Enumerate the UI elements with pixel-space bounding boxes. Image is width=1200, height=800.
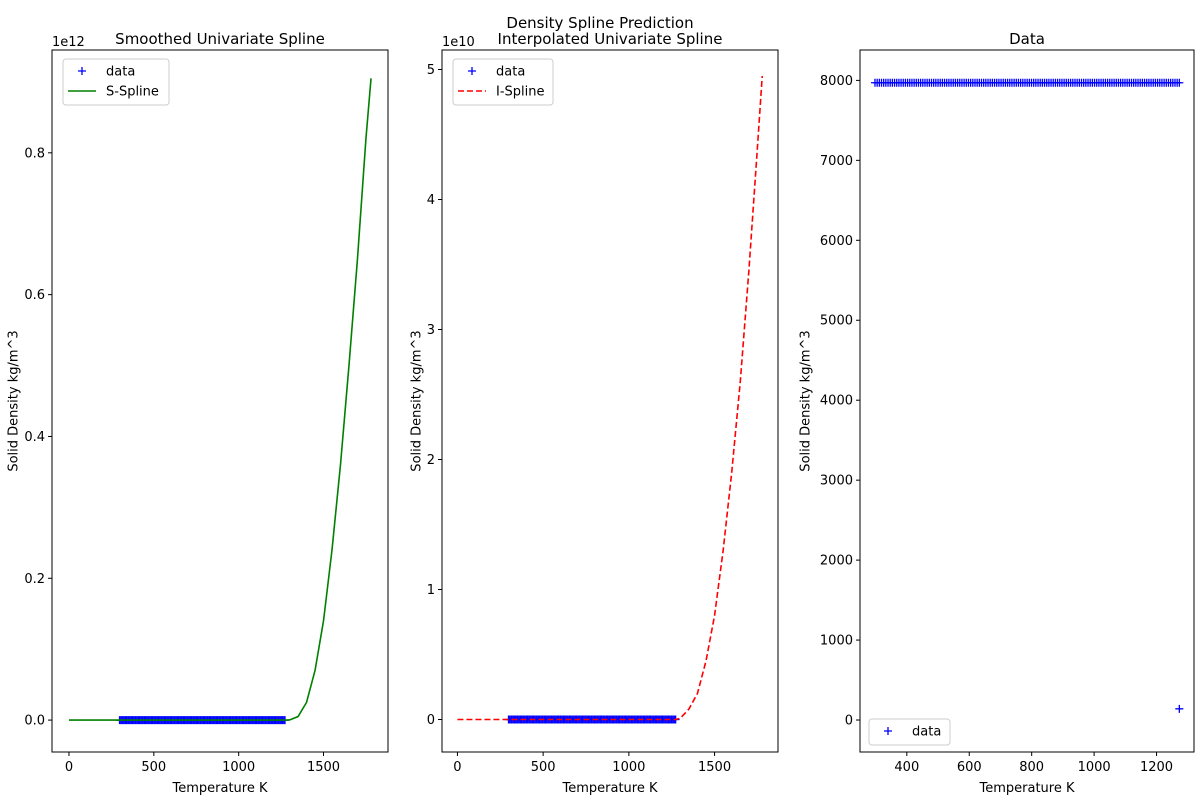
x-tick-label: 1200 xyxy=(1140,760,1173,775)
figure-suptitle: Density Spline Prediction xyxy=(506,14,693,32)
x-tick-label: 1500 xyxy=(307,760,340,775)
y-tick-label: 5000 xyxy=(820,314,853,329)
panel-3-title: Data xyxy=(1009,30,1045,48)
legend-label: data xyxy=(106,65,135,80)
x-tick-label: 500 xyxy=(141,760,166,775)
x-tick-label: 1000 xyxy=(612,760,645,775)
x-tick-label: 500 xyxy=(531,760,556,775)
legend-label: I-Spline xyxy=(496,85,545,100)
data-point xyxy=(1175,78,1184,87)
panel-1-y-offset-text: 1e12 xyxy=(52,35,85,50)
y-tick-label: 0.4 xyxy=(24,430,45,445)
legend-label: data xyxy=(912,725,941,740)
legend-label: data xyxy=(496,65,525,80)
y-tick-label: 2 xyxy=(427,453,435,468)
y-tick-label: 1000 xyxy=(820,634,853,649)
y-tick-label: 0.8 xyxy=(24,146,45,161)
legend-frame xyxy=(62,58,170,106)
panel-2-x-axis-label: Temperature K xyxy=(561,781,657,796)
y-tick-label: 3 xyxy=(427,323,435,338)
x-tick-label: 600 xyxy=(957,760,982,775)
panel-3-plot-area xyxy=(870,78,1184,713)
y-tick-label: 6000 xyxy=(820,234,853,249)
x-tick-label: 1500 xyxy=(698,760,731,775)
y-tick-label: 7000 xyxy=(820,154,853,169)
panel-1-legend: data S-Spline xyxy=(62,58,170,106)
y-tick-label: 0.6 xyxy=(24,288,45,303)
panel-1-plot-area xyxy=(68,78,372,725)
y-tick-label: 4 xyxy=(427,193,435,208)
legend-frame xyxy=(868,718,951,746)
y-tick-label: 0.2 xyxy=(24,572,45,587)
y-tick-label: 2000 xyxy=(820,554,853,569)
x-tick-label: 1000 xyxy=(222,760,255,775)
panel-3-series-data xyxy=(870,78,1184,713)
panel-1-y-axis-label: Solid Density kg/m^3 xyxy=(7,330,22,471)
panel-2-legend: data I-Spline xyxy=(452,58,554,106)
data-point-outlier xyxy=(1175,704,1184,713)
x-tick-label: 400 xyxy=(894,760,919,775)
panel-1-x-axis-label: Temperature K xyxy=(171,781,267,796)
legend-marker xyxy=(468,67,476,75)
legend-label: S-Spline xyxy=(106,85,159,100)
y-tick-label: 8000 xyxy=(820,74,853,89)
panel-3-legend: data xyxy=(868,718,951,746)
panel-1-axes-frame xyxy=(51,49,389,753)
panel-2-y-offset-text: 1e10 xyxy=(442,35,475,50)
panel-3-x-axis-label: Temperature K xyxy=(978,781,1074,796)
panel-2-y-axis-label: Solid Density kg/m^3 xyxy=(410,330,425,471)
panel-2: 0 500 1000 1500 0 1 2 3 4 5 Interpolated Univariat… xyxy=(410,30,779,796)
y-tick-label: 1 xyxy=(427,583,435,598)
x-tick-label: 0 xyxy=(453,760,461,775)
y-tick-label: 5 xyxy=(427,63,435,78)
legend-marker xyxy=(884,727,892,735)
panel-1-title: Smoothed Univariate Spline xyxy=(115,30,325,48)
panel-3: 400 600 800 1000 1200 0 1000 2000 3000 4000 5000 60… xyxy=(799,30,1195,796)
x-tick-label: 0 xyxy=(65,760,73,775)
legend-frame xyxy=(452,58,554,106)
panel-3-axes-frame xyxy=(859,49,1195,753)
panel-1-series-s-spline xyxy=(68,78,372,721)
y-tick-label: 0.0 xyxy=(24,714,45,729)
panel-3-y-axis-label: Solid Density kg/m^3 xyxy=(799,330,814,471)
y-tick-label: 0 xyxy=(427,713,435,728)
y-tick-label: 3000 xyxy=(820,474,853,489)
x-tick-label: 800 xyxy=(1019,760,1044,775)
panel-2-plot-area xyxy=(457,75,764,724)
legend-marker xyxy=(78,67,86,75)
panel-2-title: Interpolated Univariate Spline xyxy=(498,30,723,48)
panel-2-series-i-spline xyxy=(457,75,764,721)
panel-2-axes-frame xyxy=(441,49,779,753)
x-tick-label: 1000 xyxy=(1078,760,1111,775)
panel-1: 0 500 1000 1500 0.0 0.2 0.4 0.6 0.8 Smoothed Univ… xyxy=(7,30,389,796)
y-tick-label: 0 xyxy=(845,714,853,729)
y-tick-label: 4000 xyxy=(820,394,853,409)
